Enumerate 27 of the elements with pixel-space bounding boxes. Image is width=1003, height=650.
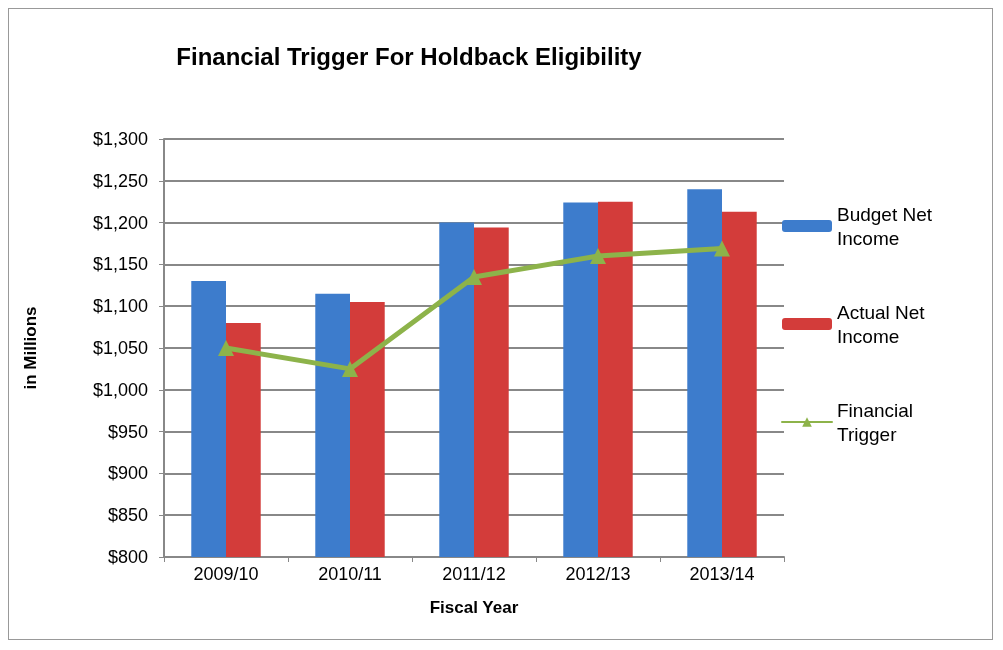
y-tick-label: $950 — [107, 421, 148, 442]
y-tick-label: $1,250 — [92, 170, 148, 191]
legend-label: Actual Net Income — [837, 301, 930, 347]
x-axis-title: Fiscal Year — [429, 598, 519, 617]
point — [342, 360, 358, 377]
legend-label: Budget Net Income — [837, 203, 938, 249]
point — [714, 240, 730, 257]
y-tick-label: $1,050 — [92, 338, 148, 358]
y-tick-label: $900 — [107, 463, 148, 484]
chart-title: Financial Trigger For Holdback Eligibility — [176, 42, 643, 70]
y-tick-label: $1,000 — [92, 379, 148, 400]
y-tick-label: $800 — [107, 547, 148, 567]
legend-label: Financial Trigger — [837, 399, 919, 445]
y-tick-label: $1,150 — [92, 254, 148, 275]
y-tick-label: $1,100 — [92, 296, 148, 317]
y-tick-label: $850 — [107, 505, 148, 526]
x-tick-label: 2011/12 — [442, 564, 506, 584]
x-tick-label: 2013/14 — [689, 564, 755, 584]
y-tick-label: $1,200 — [92, 212, 148, 233]
x-tick-label: 2012/13 — [565, 564, 631, 584]
y-tick-label: $1,300 — [92, 129, 148, 149]
point — [466, 268, 482, 285]
point — [590, 248, 606, 265]
y-axis-title: in Millions — [21, 306, 40, 390]
point — [218, 340, 234, 356]
x-tick-label: 2010/11 — [318, 564, 382, 584]
x-tick-label: 2009/10 — [193, 564, 259, 584]
